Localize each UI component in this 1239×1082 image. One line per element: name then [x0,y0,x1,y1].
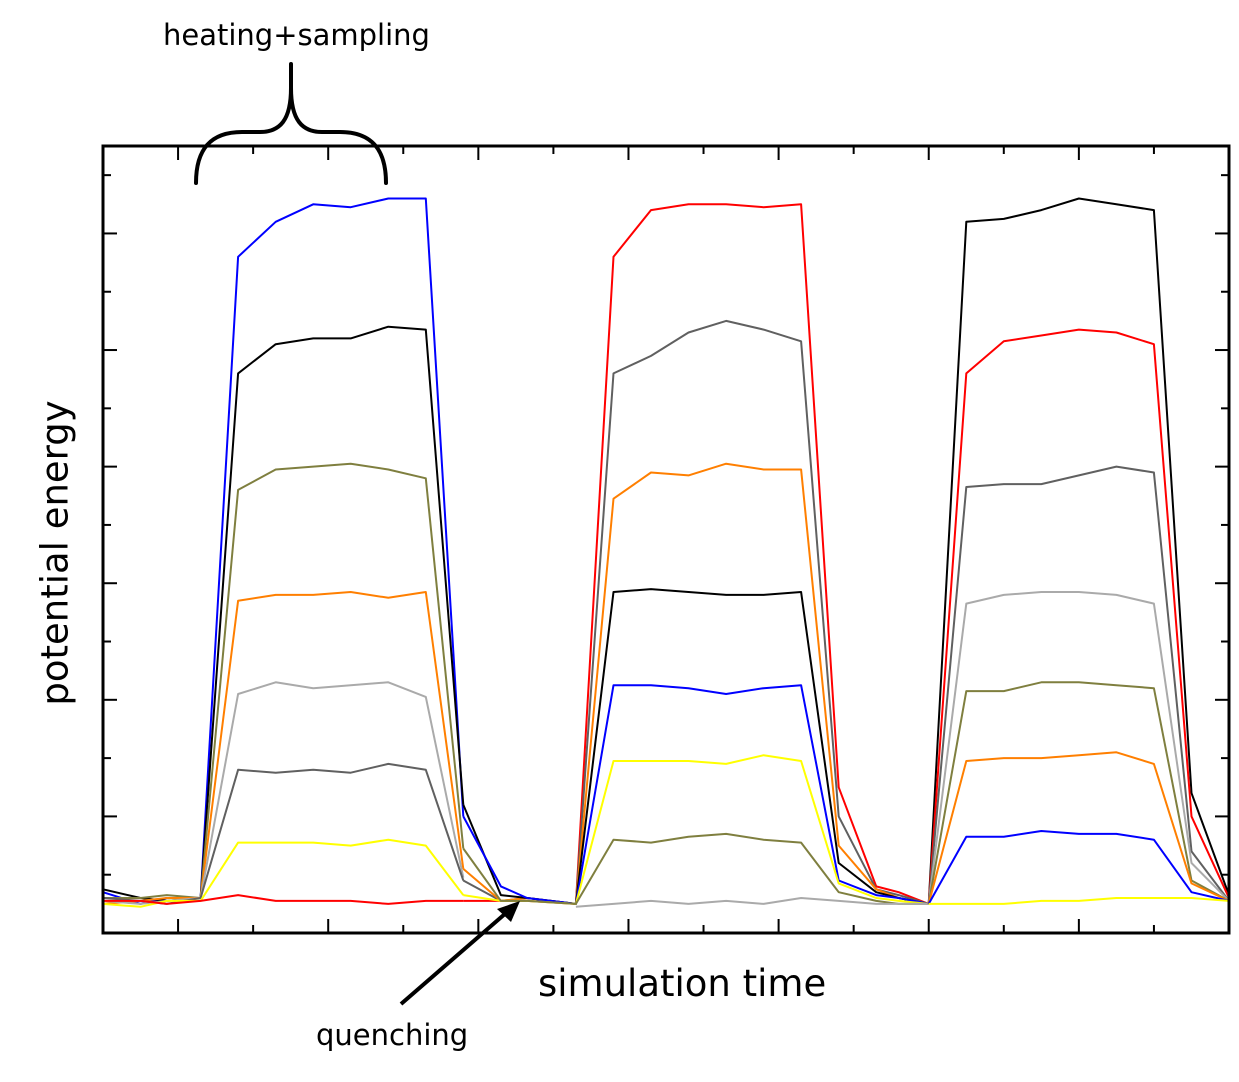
quenching-arrow [399,911,508,1006]
series-line-5 [102,681,465,905]
series-line-14 [463,754,929,905]
series-line-21 [927,681,1230,905]
series-line-6 [102,762,465,905]
series-line-15 [462,832,929,905]
series-line-8 [103,894,464,905]
series-line-18 [927,328,1230,904]
series-line-20 [927,591,1230,905]
heating-brace [194,62,388,185]
series-line-22 [927,751,1230,905]
series-line-2 [102,325,465,902]
series-line-4 [102,591,465,905]
quenching-label: quenching [316,1018,469,1052]
series-line-9 [463,203,930,905]
y-axis-label: potential energy [33,400,77,706]
series-line-17 [927,197,1230,904]
series-line-1 [102,197,465,905]
series-line-24 [928,897,1230,905]
series-line-23 [927,830,1230,905]
series-line-13 [462,684,929,905]
series-line-3 [103,462,465,899]
series-line-10 [462,319,929,905]
quenching-arrow-head [497,901,520,922]
series-layer [102,197,1230,908]
plot-frame [101,144,1231,935]
series-line-19 [927,465,1230,904]
tick-layer [103,146,1229,934]
x-axis-label: simulation time [538,962,827,1005]
series-line-16 [575,897,929,908]
heating-sampling-label: heating+sampling [163,18,430,52]
